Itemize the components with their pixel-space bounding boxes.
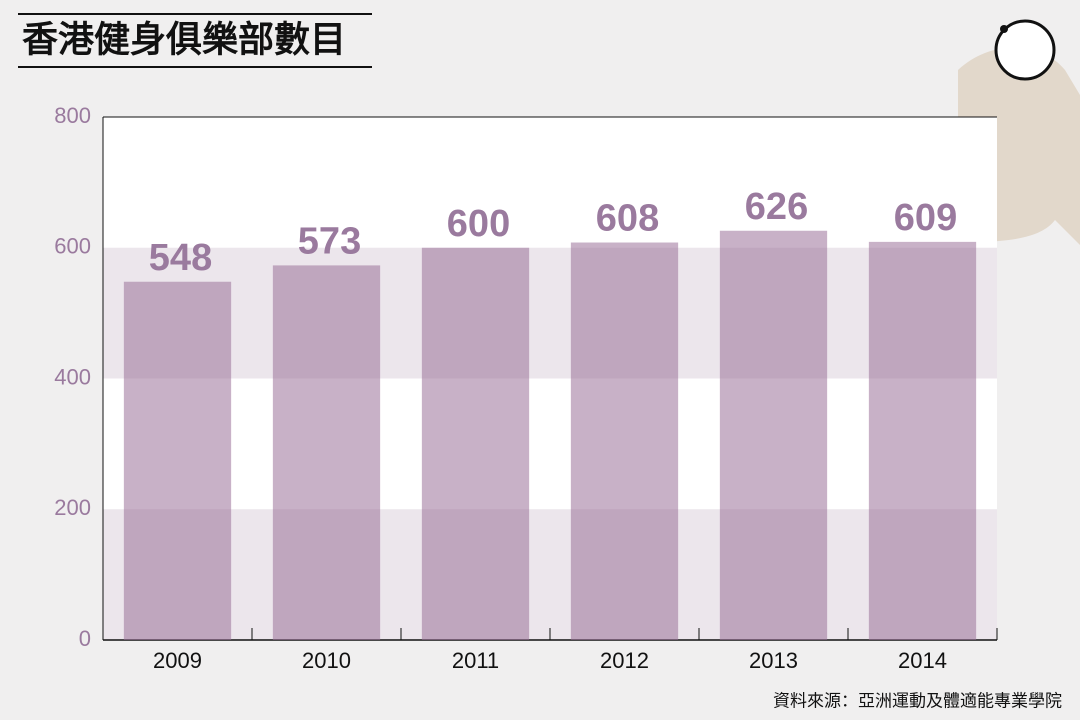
bar <box>123 281 232 640</box>
x-tick-label: 2009 <box>153 648 202 673</box>
x-tick-label: 2011 <box>452 648 499 673</box>
x-tick-label: 2013 <box>749 648 798 673</box>
value-label: 608 <box>596 198 659 240</box>
grid-band <box>103 247 997 379</box>
value-label: 600 <box>447 203 510 245</box>
grid-band <box>103 509 997 640</box>
bar <box>570 242 679 640</box>
bar <box>272 265 381 640</box>
y-tick-label: 400 <box>54 364 91 389</box>
value-label: 609 <box>894 197 957 239</box>
source: 資料來源：亞洲運動及體適能專業學院 <box>773 691 1062 710</box>
chart-title: 香港健身俱樂部數目 <box>22 19 346 60</box>
value-label: 573 <box>298 220 361 262</box>
y-tick-label: 800 <box>54 103 91 128</box>
y-tick-label: 600 <box>54 234 91 259</box>
value-label: 626 <box>745 186 808 228</box>
y-tick-label: 200 <box>54 495 91 520</box>
x-tick-label: 2012 <box>600 648 649 673</box>
logo <box>994 19 1056 81</box>
value-label: 548 <box>149 237 212 279</box>
bar <box>421 247 530 640</box>
bar <box>868 241 977 640</box>
logo-dot <box>1000 25 1008 33</box>
y-tick-label: 0 <box>79 626 91 651</box>
bar <box>719 230 828 640</box>
x-tick-label: 2014 <box>898 648 947 673</box>
x-tick-label: 2010 <box>302 648 351 673</box>
